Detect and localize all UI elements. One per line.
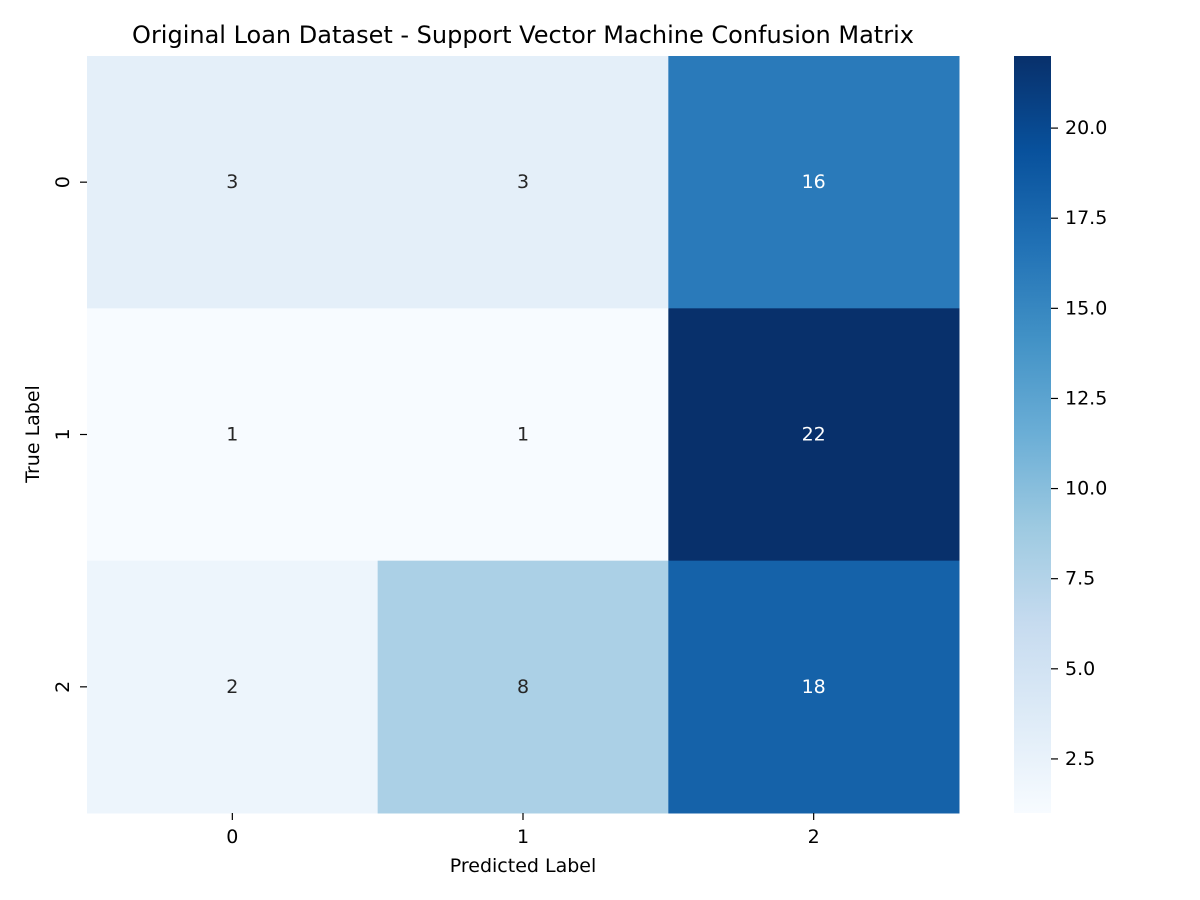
heatmap-cell-r2-c2 [668, 560, 960, 814]
x-axis-ticks: 0 1 2 [226, 813, 820, 848]
chart-title: Original Loan Dataset - Support Vector M… [132, 21, 914, 49]
cell-value-r2-c0: 2 [226, 676, 238, 698]
colorbar [1014, 56, 1051, 813]
colorbar-tick-label-1: 5.0 [1065, 658, 1095, 680]
y-tick-label-0: 0 [52, 176, 74, 188]
heatmap-cells [87, 56, 960, 814]
cell-value-r1-c2: 22 [802, 424, 826, 446]
cell-value-r0-c2: 16 [802, 171, 826, 193]
colorbar-tick-label-5: 15.0 [1065, 297, 1107, 319]
x-axis-label: Predicted Label [450, 855, 597, 877]
cell-value-r1-c0: 1 [226, 424, 238, 446]
colorbar-tick-label-0: 2.5 [1065, 748, 1095, 770]
cell-value-r2-c1: 8 [517, 676, 529, 698]
heatmap-cell-r0-c1 [377, 56, 669, 309]
x-tick-label-0: 0 [226, 826, 238, 848]
heatmap-cell-r1-c2 [668, 308, 960, 562]
colorbar-tick-label-6: 17.5 [1065, 207, 1107, 229]
y-tick-label-1: 1 [52, 428, 74, 440]
heatmap-cell-labels: 3 3 161 1 222 8 18 [226, 171, 825, 698]
y-axis-ticks: 0 1 2 [52, 176, 87, 693]
y-tick-label-2: 2 [52, 681, 74, 693]
colorbar-tick-label-3: 10.0 [1065, 478, 1107, 500]
heatmap-cell-r0-c2 [668, 56, 960, 309]
x-tick-label-1: 1 [517, 826, 529, 848]
colorbar-ticks: 2.5 5.0 7.5 10.0 12.5 15.0 17.5 20.0 [1051, 117, 1107, 770]
colorbar-tick-label-4: 12.5 [1065, 387, 1107, 409]
cell-value-r0-c1: 3 [517, 171, 529, 193]
heatmap-cell-r1-c1 [377, 308, 669, 562]
heatmap-cell-r2-c0 [87, 560, 379, 814]
cell-value-r1-c1: 1 [517, 424, 529, 446]
colorbar-tick-label-7: 20.0 [1065, 117, 1107, 139]
cell-value-r0-c0: 3 [226, 171, 238, 193]
colorbar-tick-label-2: 7.5 [1065, 568, 1095, 590]
x-tick-label-2: 2 [808, 826, 820, 848]
cell-value-r2-c2: 18 [802, 676, 826, 698]
heatmap-cell-r0-c0 [87, 56, 379, 309]
heatmap-cell-r2-c1 [377, 560, 669, 814]
heatmap-cell-r1-c0 [87, 308, 379, 562]
y-axis-label: True Label [22, 385, 44, 484]
